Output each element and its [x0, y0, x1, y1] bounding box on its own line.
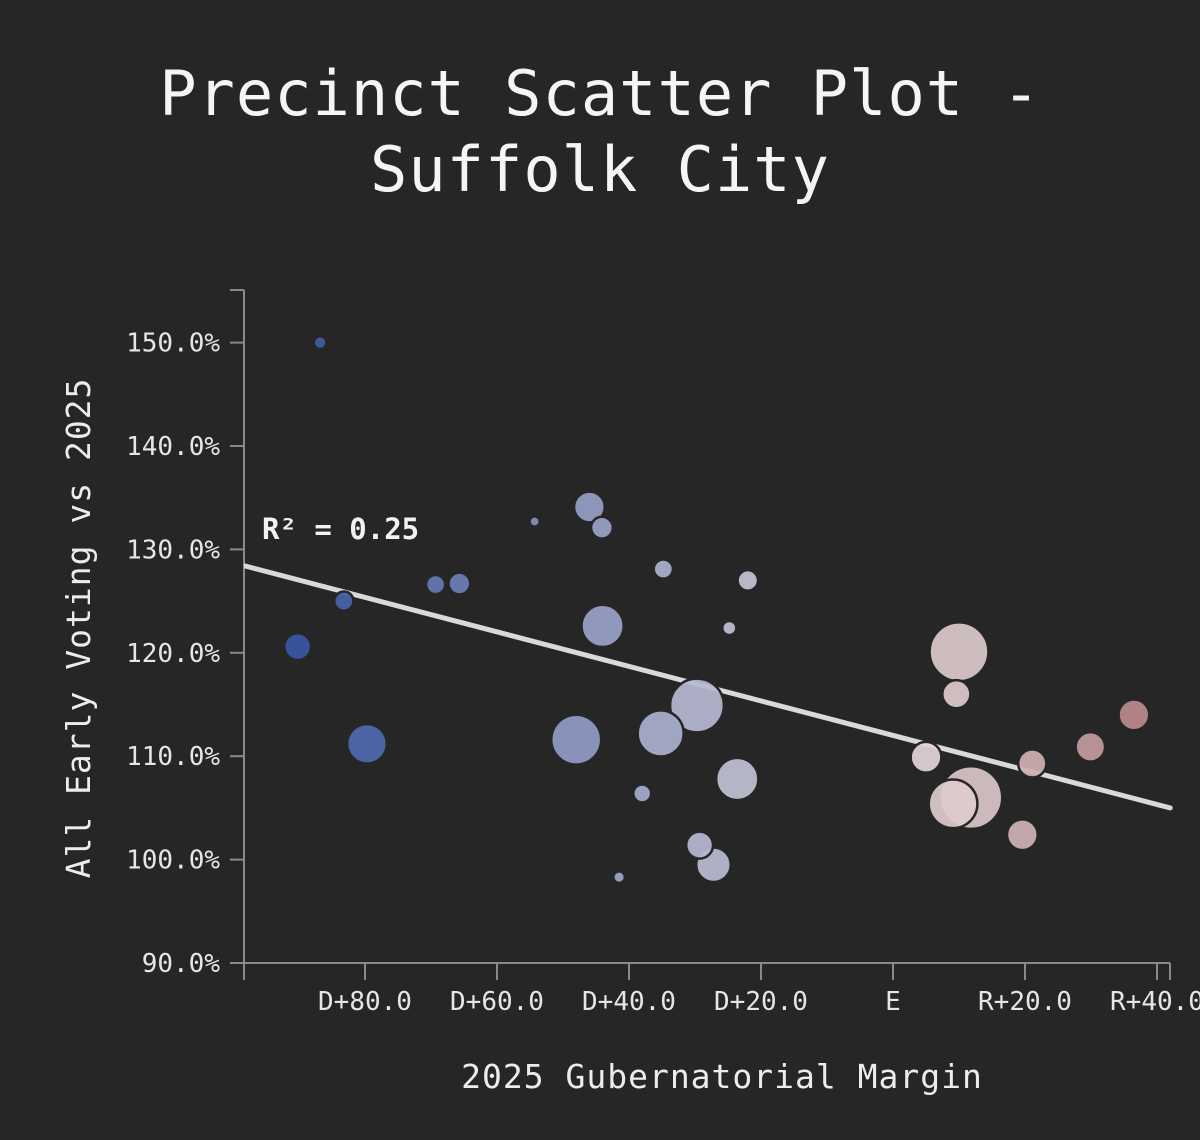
- data-point[interactable]: [1117, 698, 1151, 732]
- data-point[interactable]: [684, 830, 715, 860]
- y-tick-label: 150.0%: [126, 329, 220, 359]
- data-point[interactable]: [636, 709, 685, 758]
- data-point[interactable]: [941, 678, 972, 710]
- y-axis-title: All Early Voting vs 2025: [59, 378, 98, 879]
- data-point[interactable]: [612, 870, 627, 885]
- y-tick-label: 100.0%: [126, 846, 220, 876]
- x-ticks-group: D+80.0 D+60.0 D+40.0 D+20.0 E R+20.0 R+40.0: [318, 963, 1200, 1017]
- data-point[interactable]: [721, 619, 738, 637]
- data-point[interactable]: [927, 778, 979, 830]
- data-point[interactable]: [580, 603, 625, 649]
- data-point[interactable]: [549, 713, 603, 766]
- x-tick-label: E: [885, 987, 901, 1017]
- data-point[interactable]: [1074, 730, 1107, 763]
- y-tick-label: 130.0%: [126, 535, 220, 565]
- data-point[interactable]: [589, 515, 615, 540]
- data-point[interactable]: [528, 515, 541, 528]
- y-ticks-group: 90.0% 100.0% 110.0% 120.0% 130.0% 140.0% 150.0…: [126, 329, 244, 979]
- data-point[interactable]: [928, 621, 990, 683]
- data-point[interactable]: [424, 573, 447, 596]
- data-point[interactable]: [1016, 748, 1048, 779]
- x-tick-label: R+20.0: [978, 987, 1072, 1017]
- x-tick-label: D+60.0: [450, 987, 544, 1017]
- x-tick-label: D+80.0: [318, 987, 412, 1017]
- chart-title: Precinct Scatter Plot - Suffolk City: [159, 57, 1041, 206]
- x-tick-label: D+40.0: [582, 987, 676, 1017]
- x-axis-title: 2025 Gubernatorial Margin: [461, 1057, 983, 1096]
- y-tick-label: 90.0%: [142, 949, 221, 979]
- data-point[interactable]: [631, 783, 653, 804]
- x-tick-label: D+20.0: [714, 987, 808, 1017]
- y-tick-label: 140.0%: [126, 432, 220, 462]
- axes-group: [230, 289, 1171, 980]
- data-point[interactable]: [668, 677, 726, 734]
- data-point[interactable]: [736, 568, 760, 592]
- data-point[interactable]: [652, 558, 675, 580]
- data-point[interactable]: [312, 334, 328, 351]
- data-point[interactable]: [572, 490, 607, 524]
- y-tick-label: 120.0%: [126, 639, 220, 669]
- data-point[interactable]: [714, 756, 760, 802]
- x-tick-label: R+40.0: [1110, 987, 1200, 1017]
- data-point[interactable]: [282, 631, 313, 662]
- data-point[interactable]: [1005, 818, 1039, 852]
- points-group: [282, 334, 1151, 885]
- r-squared-annotation: R² = 0.25: [262, 512, 419, 546]
- y-tick-label: 110.0%: [126, 742, 220, 772]
- data-point[interactable]: [909, 740, 943, 774]
- data-point[interactable]: [345, 722, 389, 765]
- data-point[interactable]: [447, 571, 472, 596]
- data-point[interactable]: [333, 590, 355, 612]
